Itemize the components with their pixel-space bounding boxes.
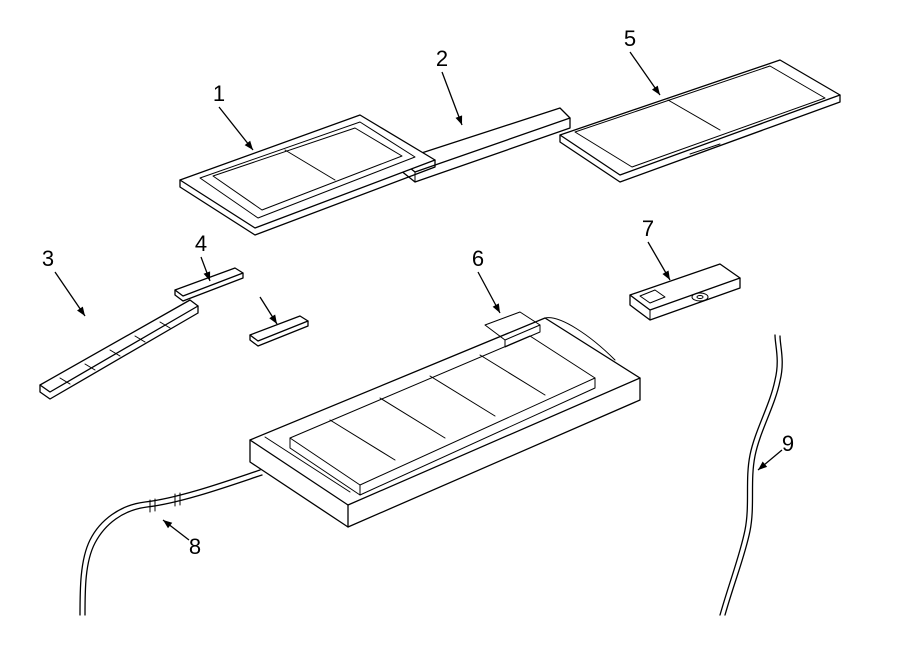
part-frame [250,312,640,527]
callout-number: 1 [213,81,225,106]
callout-number: 6 [472,246,484,271]
callout-number: 3 [42,246,54,271]
callout-number: 5 [624,26,636,51]
part-guide-clip-b [250,316,308,346]
callout-number: 8 [189,534,201,559]
part-side-rail [40,300,198,399]
part-motor [630,264,740,320]
callout-number: 4 [195,231,207,256]
part-glass-seal [180,115,435,235]
callout-number: 9 [782,431,794,456]
part-sunshade-panel [560,60,840,182]
callout-number: 2 [436,46,448,71]
part-drain-hose-rear [720,335,782,615]
part-drain-hose-front [80,470,262,615]
parts-diagram: 1 2 3 4 5 6 7 8 9 [0,0,900,661]
callout-number: 7 [642,216,654,241]
